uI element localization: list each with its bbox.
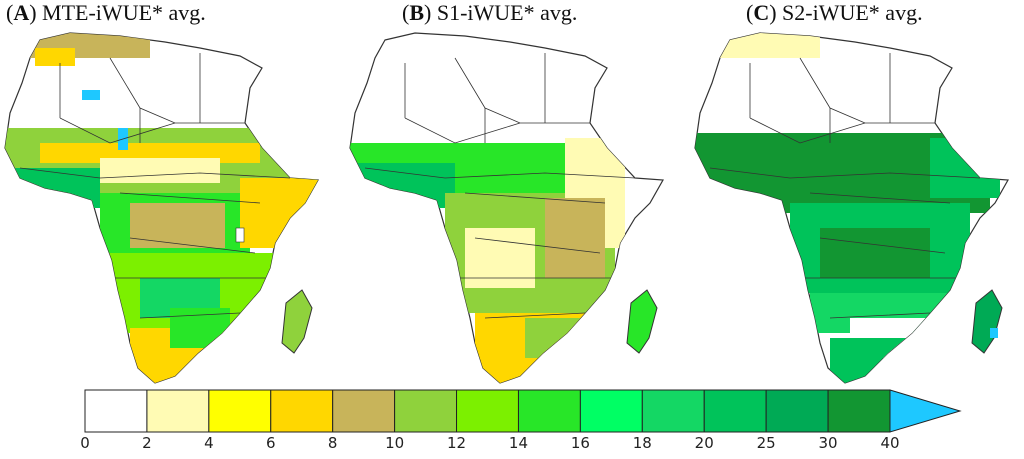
- legend-tick-label: 14: [508, 434, 528, 452]
- map-panel-b: [349, 32, 664, 384]
- panel-letter-a: A: [13, 0, 30, 25]
- map-panel-a: [4, 32, 319, 384]
- panel-title-c: (C) S2-iWUE* avg.: [746, 0, 923, 25]
- legend-bin-16-18: [579, 389, 643, 433]
- legend-tick-label: 8: [327, 434, 338, 452]
- legend-bin-12-14: [456, 389, 519, 433]
- legend-colorbar: [84, 389, 962, 433]
- panel-title-text-c: S2-iWUE* avg.: [782, 0, 923, 25]
- legend-tick-label: 30: [818, 434, 838, 452]
- legend-bin-25-30: [765, 389, 829, 433]
- legend-bin-30-40: [827, 389, 891, 433]
- map-panel-c: [694, 32, 1009, 384]
- panel-letter-c: C: [753, 0, 770, 25]
- legend-tick-label: 12: [446, 434, 467, 452]
- panel-title-text-a: MTE-iWUE* avg.: [42, 0, 206, 25]
- panel-title-a: (A) MTE-iWUE* avg.: [6, 0, 206, 25]
- panel-letter-b: B: [409, 0, 425, 25]
- legend-bin-18-20: [641, 389, 705, 433]
- legend-bin-2-4: [146, 389, 210, 433]
- legend-tick-label: 4: [204, 434, 214, 452]
- legend-bin-20-25: [703, 389, 767, 433]
- legend-bin-0-2: [84, 389, 148, 433]
- legend-tick-label: 6: [265, 434, 276, 452]
- legend-tick-label: 18: [632, 434, 652, 452]
- legend-tick-label: 0: [80, 434, 90, 452]
- legend-tick-label: 16: [570, 434, 590, 452]
- legend-bin-14-16: [517, 389, 581, 433]
- panel-title-text-b: S1-iWUE* avg.: [436, 0, 578, 25]
- legend-bin-10-12: [394, 389, 458, 433]
- legend-bin-6-8: [270, 389, 334, 433]
- panel-title-b: (B) S1-iWUE* avg.: [402, 0, 578, 25]
- legend-tick-label: 2: [142, 434, 152, 452]
- legend-bin-4-6: [208, 389, 272, 433]
- legend-bin-8-10: [332, 389, 396, 433]
- legend-overflow-arrow: [889, 389, 962, 433]
- legend-tick-label: 40: [880, 434, 900, 452]
- legend-tick-label: 25: [756, 434, 776, 452]
- legend-tick-label: 10: [385, 434, 405, 452]
- legend-tick-label: 20: [694, 434, 714, 452]
